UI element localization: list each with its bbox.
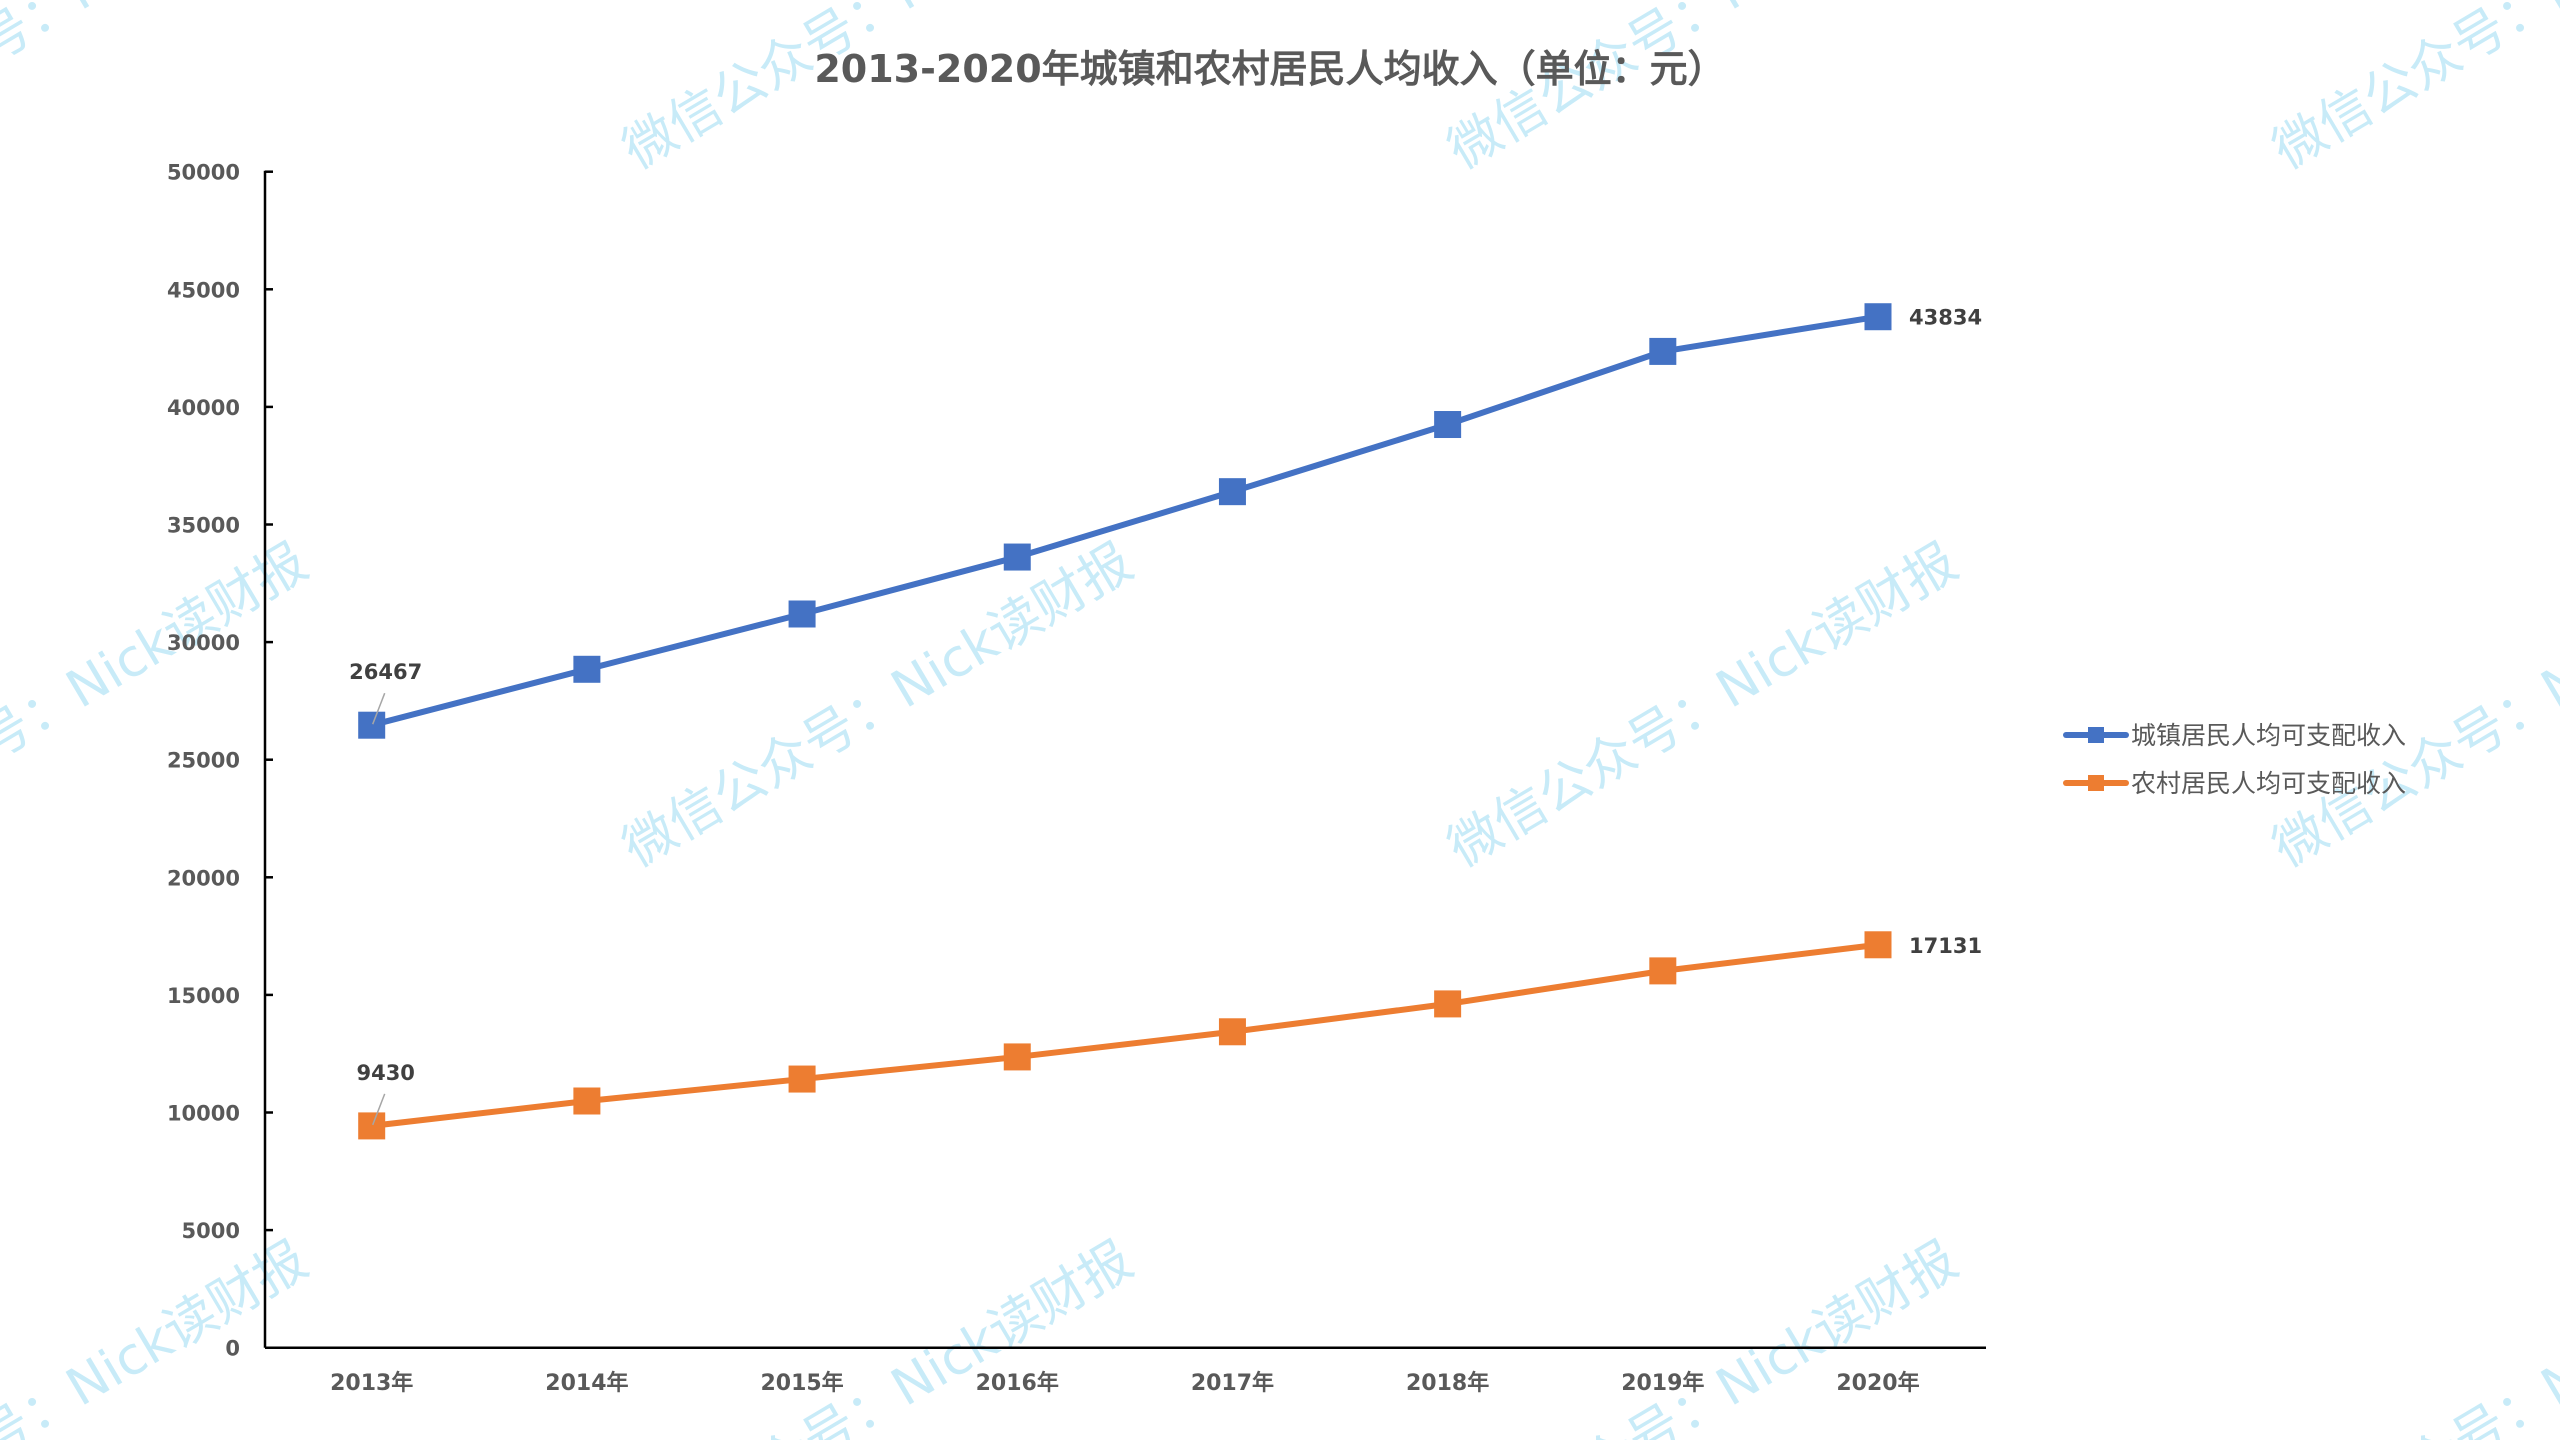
y-tick-label: 10000 xyxy=(167,1102,240,1126)
series-rural xyxy=(358,931,1892,1140)
data-labels: 26467 43834 9430 17131 xyxy=(349,306,1982,1126)
data-point-marker[interactable] xyxy=(1649,957,1677,985)
legend-item-urban[interactable]: 城镇居民人均可支配收入 xyxy=(2063,721,2406,750)
data-label: 26467 xyxy=(349,660,422,684)
watermark-text: 微信公众号：Nick读财报 xyxy=(1438,532,1968,879)
data-point-marker[interactable] xyxy=(573,655,601,683)
data-point-marker[interactable] xyxy=(1649,337,1677,365)
y-tick-label: 20000 xyxy=(167,866,240,890)
y-tick-label: 0 xyxy=(225,1337,240,1361)
y-tick-label: 35000 xyxy=(167,514,240,538)
series-urban xyxy=(358,303,1892,739)
data-label: 9430 xyxy=(356,1061,414,1085)
y-tick-label: 50000 xyxy=(167,161,240,185)
data-point-marker[interactable] xyxy=(1218,478,1246,506)
leader-line xyxy=(372,1093,386,1126)
data-point-marker[interactable] xyxy=(788,1065,816,1093)
watermark-text: 微信公众号：Nick读财报 xyxy=(0,532,318,879)
x-tick-label: 2018年 xyxy=(1406,1370,1489,1396)
series-line xyxy=(371,941,1879,1129)
data-point-marker[interactable] xyxy=(1864,931,1892,959)
watermark-text: 微信公众号：Nick读财报 xyxy=(0,1230,318,1440)
data-point-marker[interactable] xyxy=(1003,543,1031,571)
data-point-marker[interactable] xyxy=(1003,1043,1031,1071)
series-line xyxy=(370,313,1879,729)
y-tick-label: 25000 xyxy=(167,749,240,773)
data-point-marker[interactable] xyxy=(358,1112,386,1140)
watermark-text: 微信公众号：Nick读财报 xyxy=(0,0,318,181)
x-tick-label: 2019年 xyxy=(1621,1370,1704,1396)
y-tick-label: 5000 xyxy=(182,1219,240,1243)
series-layer xyxy=(358,303,1892,1140)
y-tick-label: 40000 xyxy=(167,396,240,420)
data-point-marker[interactable] xyxy=(1434,990,1462,1018)
x-tick-label: 2017年 xyxy=(1191,1370,1274,1396)
watermark-text: 微信公众号：Nick读财报 xyxy=(613,532,1143,879)
x-tick-label: 2016年 xyxy=(976,1370,1059,1396)
data-point-marker[interactable] xyxy=(788,600,816,628)
watermark-text: 微信公众号：Nick读财报 xyxy=(2263,0,2560,181)
watermark-text: 微信公众号：Nick读财报 xyxy=(2263,1230,2560,1440)
legend-label: 城镇居民人均可支配收入 xyxy=(2131,721,2406,750)
legend-item-rural[interactable]: 农村居民人均可支配收入 xyxy=(2063,769,2406,798)
data-point-marker[interactable] xyxy=(1864,303,1892,331)
watermark-text: 微信公众号：Nick读财报 xyxy=(1438,1230,1968,1440)
legend-marker-icon xyxy=(2088,775,2104,791)
chart-title: 2013-2020年城镇和农村居民人均收入（单位：元） xyxy=(814,47,1725,91)
leader-line xyxy=(372,692,386,725)
y-tick-label: 15000 xyxy=(167,984,240,1008)
legend-marker-icon xyxy=(2088,727,2104,743)
watermark-text: 微信公众号：Nick读财报 xyxy=(2263,532,2560,879)
x-tick-label: 2014年 xyxy=(545,1370,628,1396)
data-point-marker[interactable] xyxy=(1218,1018,1246,1046)
data-point-marker[interactable] xyxy=(1434,411,1462,439)
y-tick-label: 45000 xyxy=(167,278,240,302)
axes: 0 5000 10000 15000 20000 25000 30000 35000 40000… xyxy=(167,161,1986,1396)
x-tick-label: 2015年 xyxy=(760,1370,843,1396)
x-tick-label: 2013年 xyxy=(330,1370,413,1396)
watermark-text: 微信公众号：Nick读财报 xyxy=(613,1230,1143,1440)
x-tick-label: 2020年 xyxy=(1836,1370,1919,1396)
data-label: 43834 xyxy=(1909,306,1982,330)
data-point-marker[interactable] xyxy=(573,1087,601,1115)
y-tick-label: 30000 xyxy=(167,631,240,655)
data-point-marker[interactable] xyxy=(358,711,386,739)
data-label: 17131 xyxy=(1909,934,1982,958)
legend-label: 农村居民人均可支配收入 xyxy=(2131,769,2406,798)
